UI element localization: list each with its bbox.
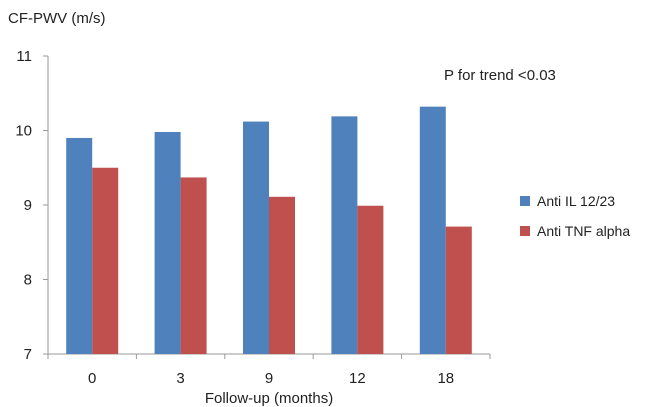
legend-label-anti-tnf-alpha: Anti TNF alpha bbox=[537, 223, 630, 239]
bar-anti-tnf-alpha-12 bbox=[357, 205, 384, 354]
bars-group bbox=[66, 106, 472, 354]
x-axis-title: Follow-up (months) bbox=[205, 390, 333, 407]
bar-anti-tnf-alpha-3 bbox=[180, 177, 207, 354]
y-tick-label-10: 10 bbox=[15, 123, 32, 140]
bar-anti-tnf-alpha-0 bbox=[92, 167, 119, 354]
y-tick-label-9: 9 bbox=[24, 197, 32, 214]
bar-anti-il-12-23-0 bbox=[66, 137, 93, 354]
legend-swatch-anti-tnf-alpha bbox=[520, 226, 530, 236]
y-axis-title: CF-PWV (m/s) bbox=[8, 10, 105, 27]
x-tick-label-0: 0 bbox=[88, 370, 96, 387]
y-tick-label-8: 8 bbox=[24, 272, 32, 289]
bar-anti-il-12-23-3 bbox=[154, 131, 181, 354]
legend-label-anti-il-12-23: Anti IL 12/23 bbox=[537, 193, 615, 209]
y-axis-ticks: 7 8 9 10 11 bbox=[15, 48, 48, 363]
x-tick-label-9: 9 bbox=[265, 370, 273, 387]
p-trend-annotation: P for trend <0.03 bbox=[444, 67, 556, 84]
legend-swatch-anti-il-12-23 bbox=[520, 196, 530, 206]
bar-anti-tnf-alpha-18 bbox=[445, 226, 472, 354]
y-tick-label-11: 11 bbox=[16, 48, 32, 65]
legend: Anti IL 12/23 Anti TNF alpha bbox=[520, 193, 630, 239]
bar-anti-il-12-23-12 bbox=[331, 116, 358, 354]
x-tick-label-12: 12 bbox=[349, 370, 366, 387]
bar-anti-il-12-23-18 bbox=[419, 106, 446, 354]
bar-anti-tnf-alpha-9 bbox=[269, 196, 295, 354]
bar-anti-il-12-23-9 bbox=[243, 121, 269, 354]
x-tick-label-3: 3 bbox=[176, 370, 184, 387]
legend-item-anti-il-12-23: Anti IL 12/23 bbox=[520, 193, 615, 209]
x-axis-ticks: 0 3 9 12 18 bbox=[47, 354, 491, 387]
y-tick-label-7: 7 bbox=[24, 346, 32, 363]
x-tick-label-18: 18 bbox=[437, 370, 454, 387]
legend-item-anti-tnf-alpha: Anti TNF alpha bbox=[520, 223, 630, 239]
